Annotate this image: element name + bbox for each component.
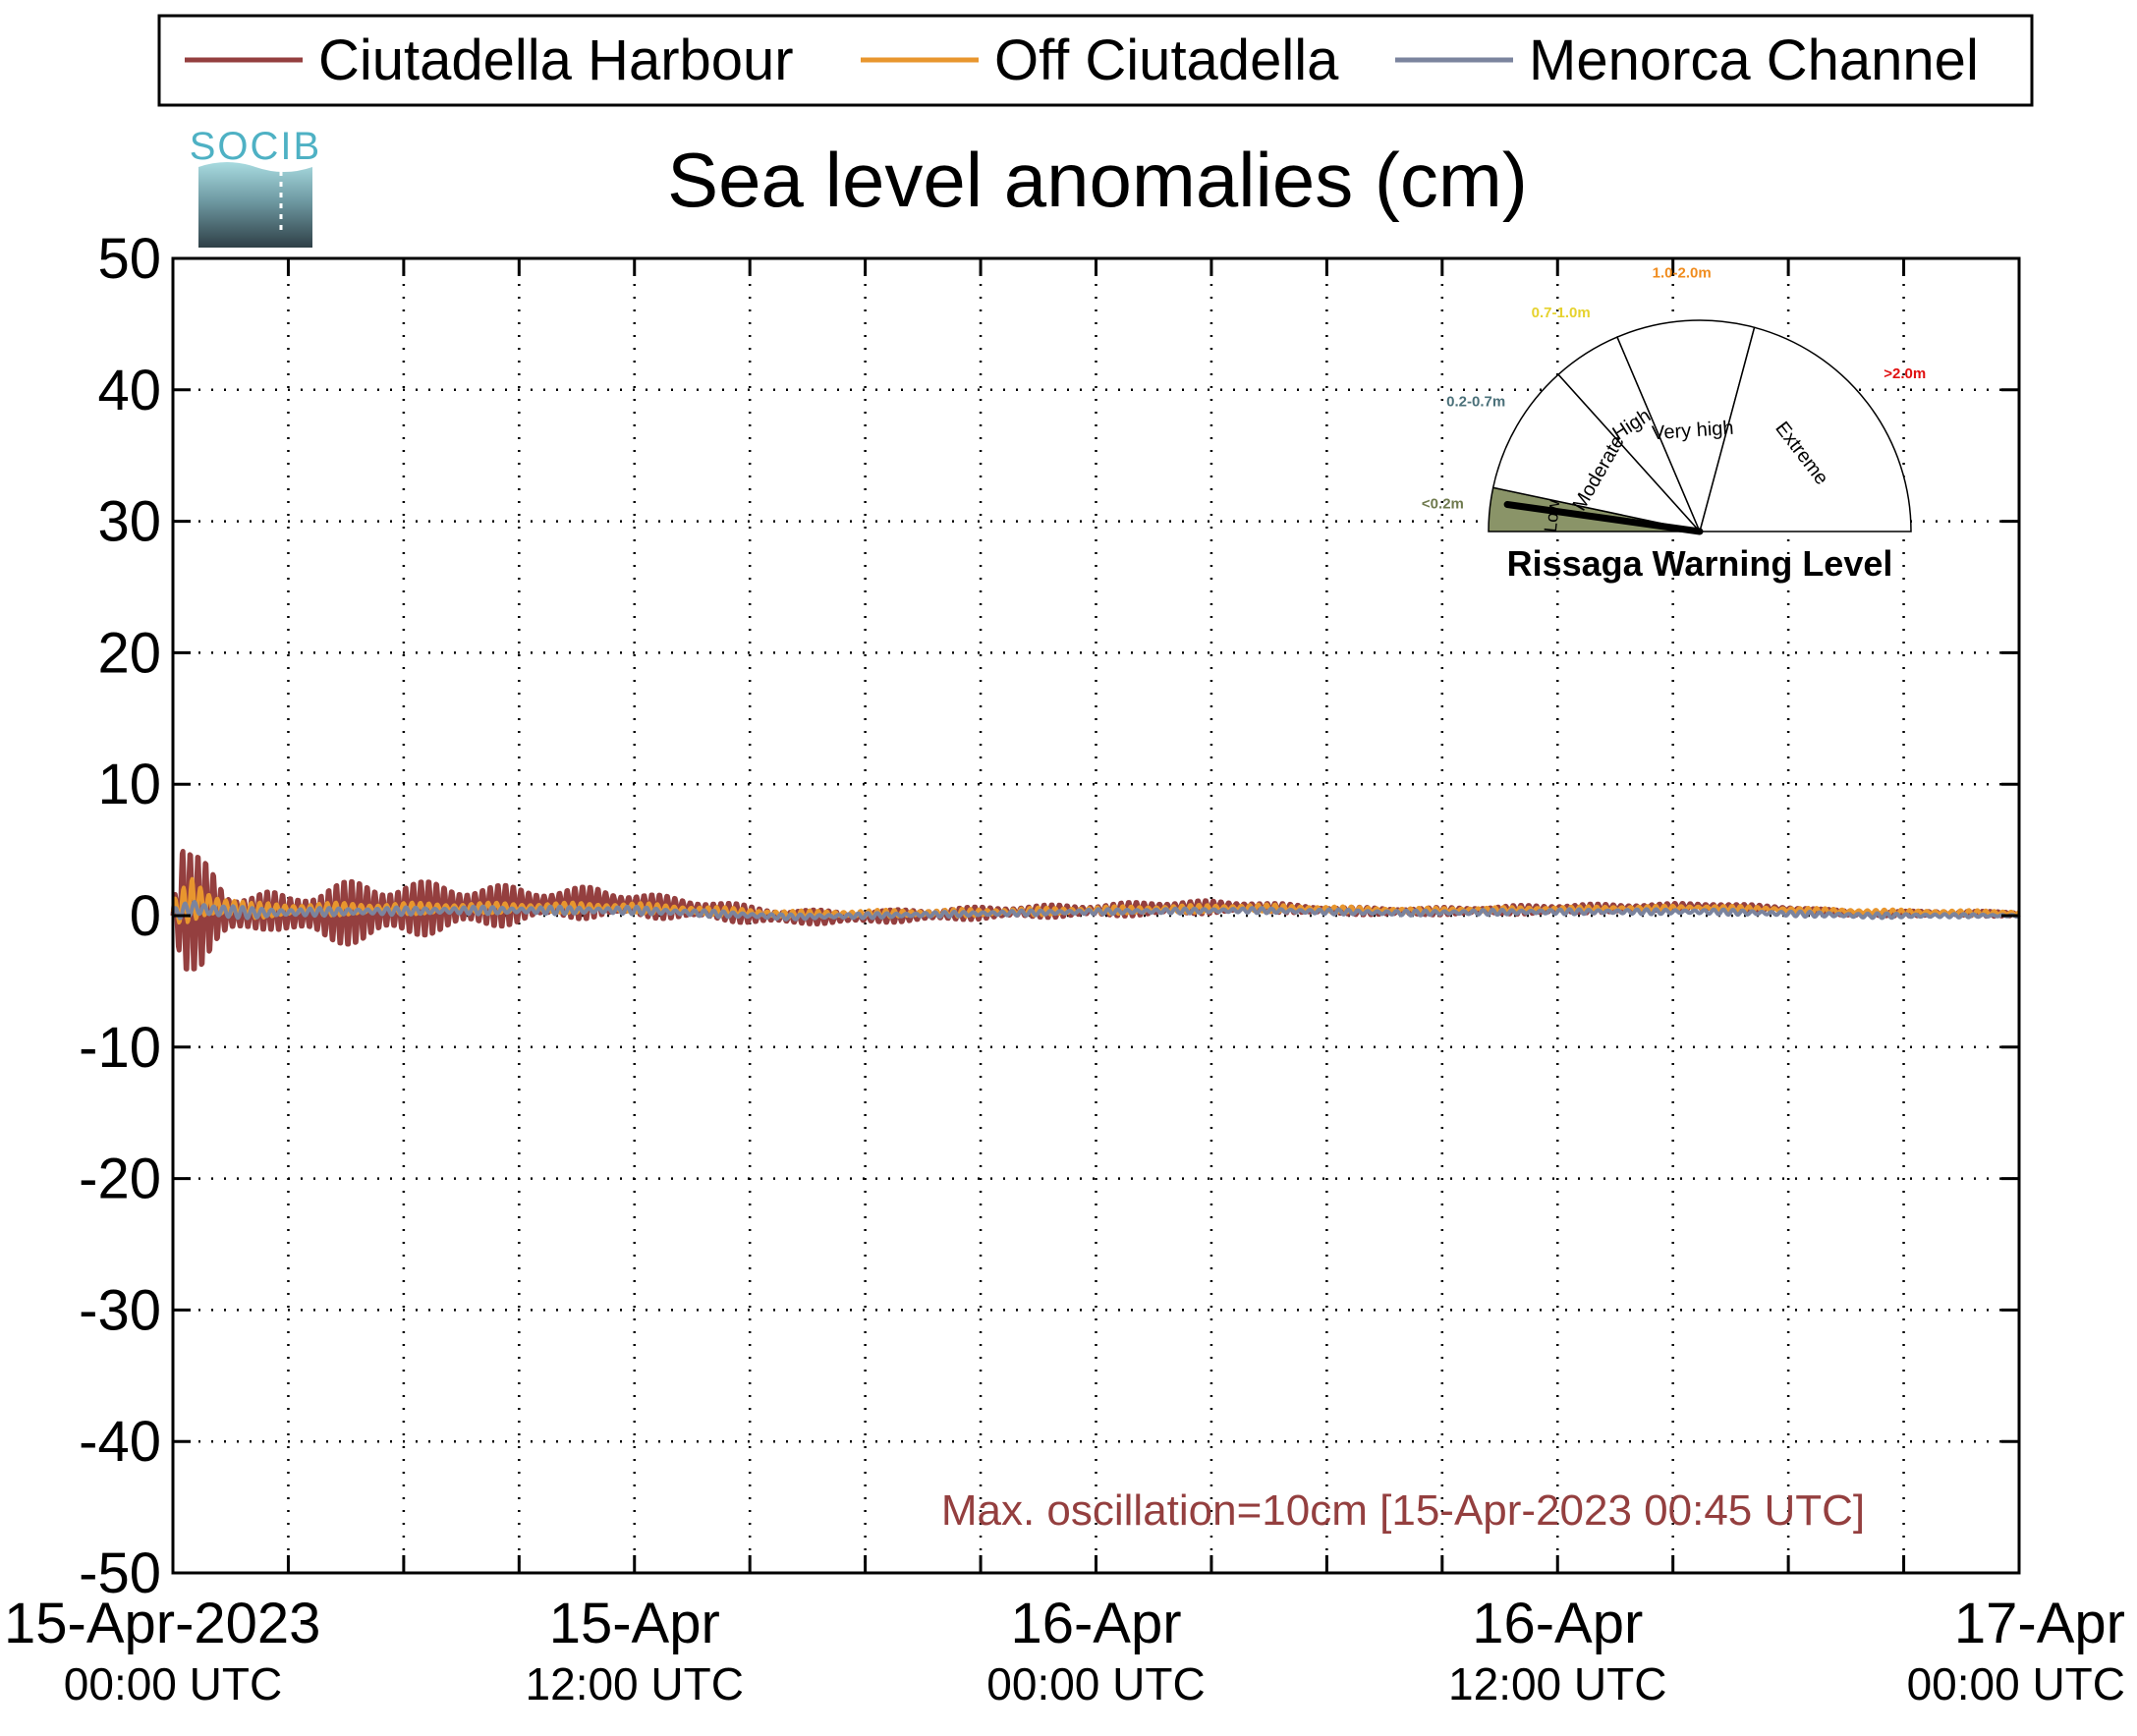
gauge-range-label: <0.2m <box>1422 495 1464 512</box>
legend: Ciutadella Harbour Off Ciutadella Menorc… <box>157 14 2034 107</box>
x-tick-label-date: 16-Apr <box>1472 1592 1643 1655</box>
x-tick-label-time: 00:00 UTC <box>986 1658 1205 1709</box>
x-tick-label-date: 15-Apr <box>549 1592 720 1655</box>
gauge-title: Rissaga Warning Level <box>1507 543 1893 584</box>
x-tick-label-date: 15-Apr-2023 <box>4 1592 320 1655</box>
y-tick-label: -10 <box>79 1016 161 1080</box>
gauge-range-label: 0.2-0.7m <box>1446 393 1505 410</box>
x-tick-label-date: 16-Apr <box>1010 1592 1181 1655</box>
legend-label-ciutadella-harbour: Ciutadella Harbour <box>318 28 794 92</box>
y-tick-label: 30 <box>97 490 161 554</box>
gauge-range-label: 1.0-2.0m <box>1653 265 1712 282</box>
series-line-menorca-channel <box>171 900 2021 922</box>
gauge-sector-moderate <box>1491 373 1703 533</box>
legend-frame <box>157 14 2034 107</box>
y-tick-label: 0 <box>130 884 161 948</box>
y-tick-label: -40 <box>79 1410 161 1474</box>
y-tick-label: 20 <box>97 621 161 685</box>
gauge-needle <box>1503 501 1704 535</box>
gauge-sector-extreme <box>1699 326 1912 532</box>
gauge-sectors <box>1488 319 1912 534</box>
x-tick-label-time: 12:00 UTC <box>526 1658 744 1709</box>
legend-label-menorca-channel: Menorca Channel <box>1529 28 1979 92</box>
series-lines <box>170 849 2021 972</box>
y-tick-label: 10 <box>97 753 161 816</box>
socib-logo: SOCIB <box>190 125 321 248</box>
gauge-sector-name: Low <box>1541 498 1563 533</box>
x-tick-label-time: 00:00 UTC <box>64 1658 282 1709</box>
gauge-range-label: >2.0m <box>1884 365 1926 382</box>
chart-title: Sea level anomalies (cm) <box>667 137 1528 223</box>
max-oscillation-annotation: Max. oscillation=10cm [15-Apr-2023 00:45… <box>941 1486 1865 1535</box>
x-tick-label-time: 12:00 UTC <box>1448 1658 1666 1709</box>
x-tick-label-time: 00:00 UTC <box>1907 1658 2125 1709</box>
legend-label-off-ciutadella: Off Ciutadella <box>994 28 1339 92</box>
y-tick-label: 50 <box>97 227 161 291</box>
y-tick-label: 40 <box>97 359 161 422</box>
logo-wave-block <box>198 162 312 248</box>
rissaga-warning-gauge: Low<0.2m Moderate0.2-0.7mHigh0.7-1.0mVery… <box>1422 265 1926 584</box>
y-tick-label: -50 <box>79 1541 161 1605</box>
gauge-sector-very-high <box>1616 319 1756 534</box>
y-tick-label: -30 <box>79 1278 161 1342</box>
gauge-range-label: 0.7-1.0m <box>1532 305 1591 321</box>
x-tick-label-date: 17-Apr <box>1954 1592 2125 1655</box>
y-axis: -50 -40 -30 -20 -10 0 10 20 30 40 50 <box>79 227 2019 1605</box>
grid <box>173 258 2019 1573</box>
y-tick-label: -20 <box>79 1148 161 1211</box>
logo-text: SOCIB <box>190 125 321 168</box>
